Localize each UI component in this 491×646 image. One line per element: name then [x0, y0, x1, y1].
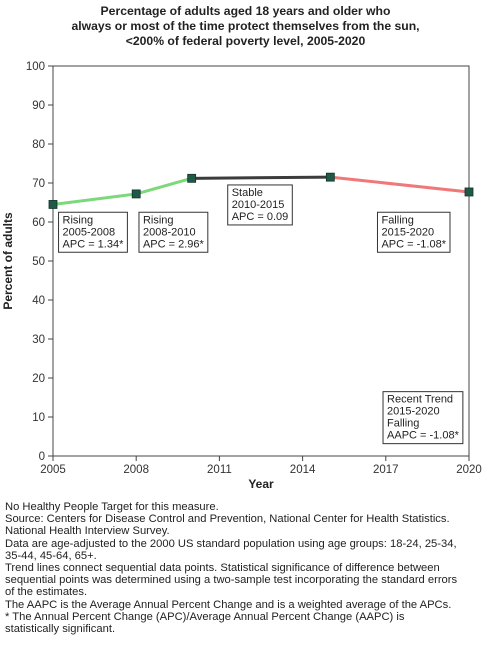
trend-segment-stable — [190, 175, 332, 180]
y-tick-label: 100 — [26, 61, 45, 73]
line-chart: 0 10 20 30 40 50 60 70 80 90 100 2005 2008 2011 2014 20… — [1, 61, 482, 491]
annotation-text: AAPC = -1.08* — [387, 430, 460, 442]
y-tick-label: 40 — [32, 295, 45, 307]
x-tick-label: 2005 — [40, 464, 66, 476]
annotation-text: Rising — [143, 214, 174, 226]
annotation-text: 2015-2020 — [381, 226, 434, 238]
annotation-text: APC = -1.08* — [381, 238, 446, 250]
annotation-text: Stable — [232, 187, 263, 199]
trend-segment-rising — [51, 192, 138, 206]
y-tick-label: 80 — [32, 139, 45, 151]
chart-title-line: <200% of federal poverty level, 2005-202… — [125, 34, 366, 48]
x-tick-label: 2011 — [207, 464, 232, 476]
data-point — [325, 172, 335, 182]
y-tick-label: 70 — [32, 178, 45, 190]
annotation-text: APC = 2.96* — [143, 238, 205, 250]
y-tick-label: 30 — [32, 334, 45, 346]
y-tick-label: 50 — [32, 256, 45, 268]
footnotes: No Healthy People Target for this measur… — [5, 501, 491, 635]
x-axis-title: Year — [248, 477, 274, 491]
trend-segment-falling — [328, 175, 471, 194]
x-tick-label: 2008 — [123, 464, 149, 476]
footnote-line: Trend lines connect sequential data poin… — [5, 562, 440, 575]
footnote-line: sequential points was determined using a… — [5, 574, 458, 587]
y-axis-title: Percent of adults — [1, 212, 15, 310]
y-tick-label: 10 — [32, 412, 45, 424]
footnote-line: Data are age-adjusted to the 2000 US sta… — [5, 537, 457, 550]
y-tick-label: 60 — [32, 217, 45, 229]
trend-segment-rising — [134, 176, 194, 196]
annotation-text: Rising — [63, 214, 94, 226]
annotation-text: Falling — [381, 214, 413, 226]
footnote-line: statistically significant. — [5, 623, 116, 636]
annotation-text: Recent Trend — [387, 394, 453, 406]
chart-title: Percentage of adults aged 18 years and o… — [0, 4, 491, 49]
annotation-frame — [227, 184, 293, 226]
footnote-line: of the estimates. — [5, 586, 88, 599]
footnote-line: No Healthy People Target for this measur… — [5, 501, 219, 513]
data-point — [131, 189, 141, 199]
annotation-text: 2015-2020 — [387, 406, 440, 418]
data-point — [48, 200, 58, 209]
annotation-text: APC = 1.34* — [63, 238, 125, 250]
annotation-frame — [58, 211, 128, 253]
annotation-text: APC = 0.09 — [232, 211, 289, 223]
footnote-line: 35-44, 45-64, 65+. — [5, 549, 97, 562]
annotation-text: 2008-2010 — [143, 226, 196, 238]
annotation-text: Falling — [387, 418, 419, 430]
y-tick-label: 20 — [32, 373, 45, 385]
footnote-line: National Health Interview Survey. — [5, 525, 170, 538]
annotation-frame — [138, 211, 209, 253]
data-point — [464, 187, 474, 197]
footnote-line: Source: Centers for Disease Control and … — [5, 513, 450, 526]
footnote-line: The AAPC is the Average Annual Percent C… — [5, 598, 452, 611]
chart-title-line: Percentage of adults aged 18 years and o… — [100, 4, 391, 18]
x-tick-label: 2020 — [456, 464, 482, 476]
x-tick-label: 2017 — [373, 464, 399, 476]
footnote-line: * The Annual Percent Change (APC)/Averag… — [5, 610, 405, 623]
annotation-frame — [376, 211, 451, 253]
chart-title-line: always or most of the time protect thems… — [71, 19, 420, 33]
annotation-text: 2010-2015 — [232, 199, 285, 211]
annotation-text: 2005-2008 — [63, 226, 116, 238]
y-tick-label: 0 — [39, 451, 45, 463]
y-tick-label: 90 — [32, 100, 45, 112]
x-tick-label: 2014 — [290, 464, 316, 476]
annotation-frame — [382, 391, 464, 445]
data-point — [187, 173, 197, 183]
